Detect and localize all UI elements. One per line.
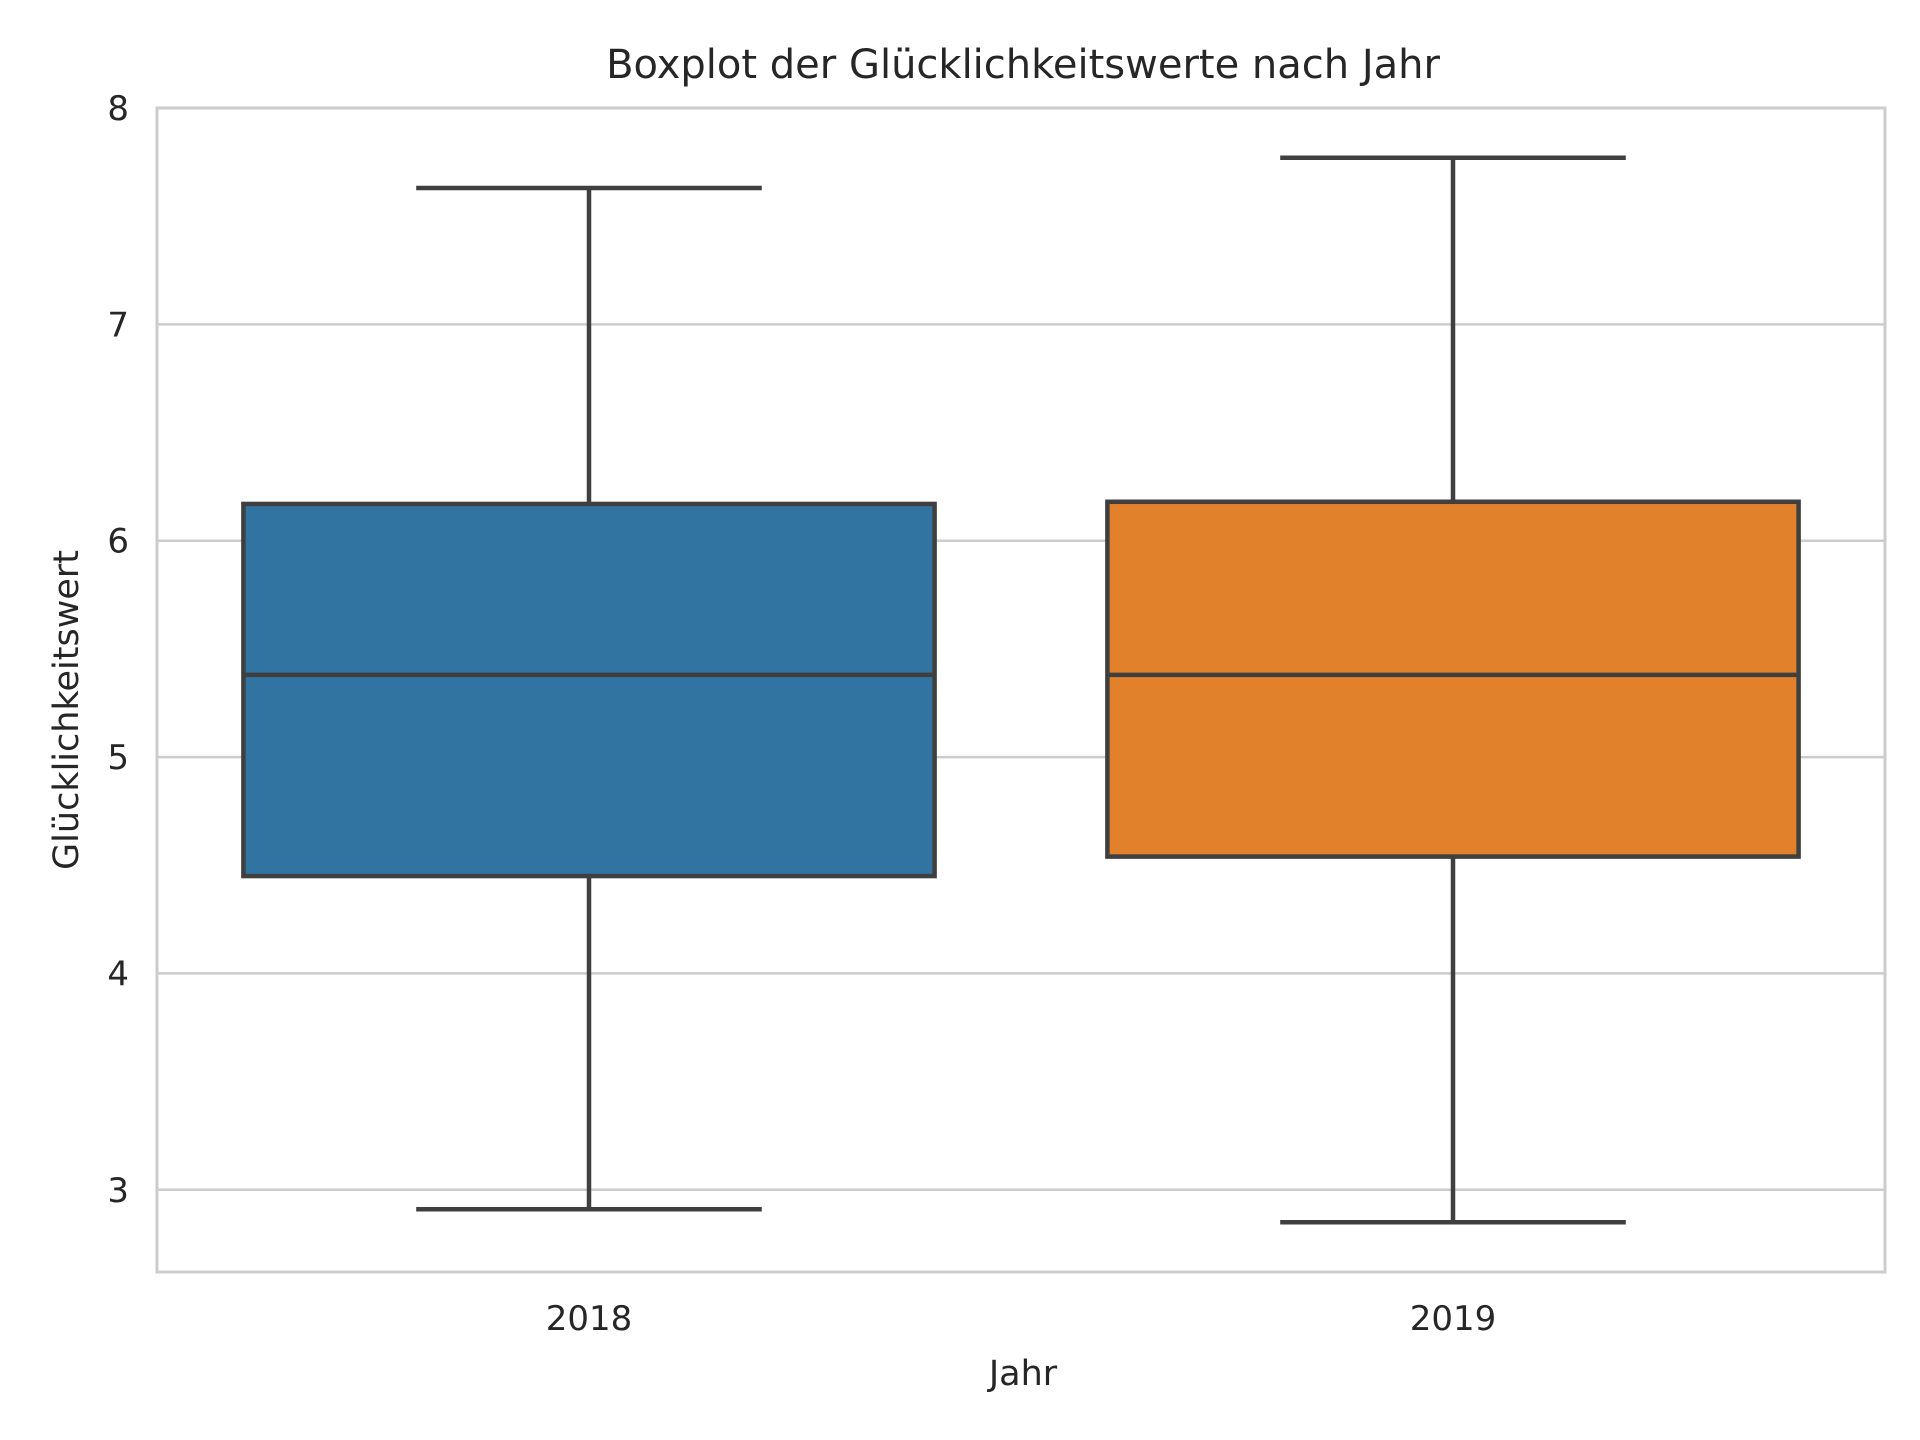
chart-title: Boxplot der Glücklichkeitswerte nach Jah… (606, 42, 1440, 88)
iqr-box-2018 (241, 501, 937, 879)
box-2019 (1105, 155, 1801, 1225)
y-tick-label-5: 5 (107, 738, 129, 778)
plot-frame (155, 106, 1887, 1274)
y-axis-label: Glücklichkeitswert (47, 550, 87, 870)
x-axis-label: Jahr (987, 1354, 1058, 1394)
x-tick-label-2018: 2018 (546, 1299, 633, 1339)
y-tick-label-8: 8 (107, 89, 129, 129)
x-tick-labels: 2018 2019 (546, 1299, 1497, 1339)
x-tick-label-2019: 2019 (1410, 1299, 1497, 1339)
y-tick-label-7: 7 (107, 305, 129, 345)
y-tick-labels: 3 4 5 6 7 8 (107, 89, 129, 1211)
box-2018 (241, 185, 937, 1212)
y-tick-label-6: 6 (107, 522, 129, 562)
box-layer (241, 155, 1801, 1225)
iqr-box-2019 (1105, 499, 1801, 859)
y-tick-label-3: 3 (107, 1171, 129, 1211)
y-tick-label-4: 4 (107, 954, 129, 994)
